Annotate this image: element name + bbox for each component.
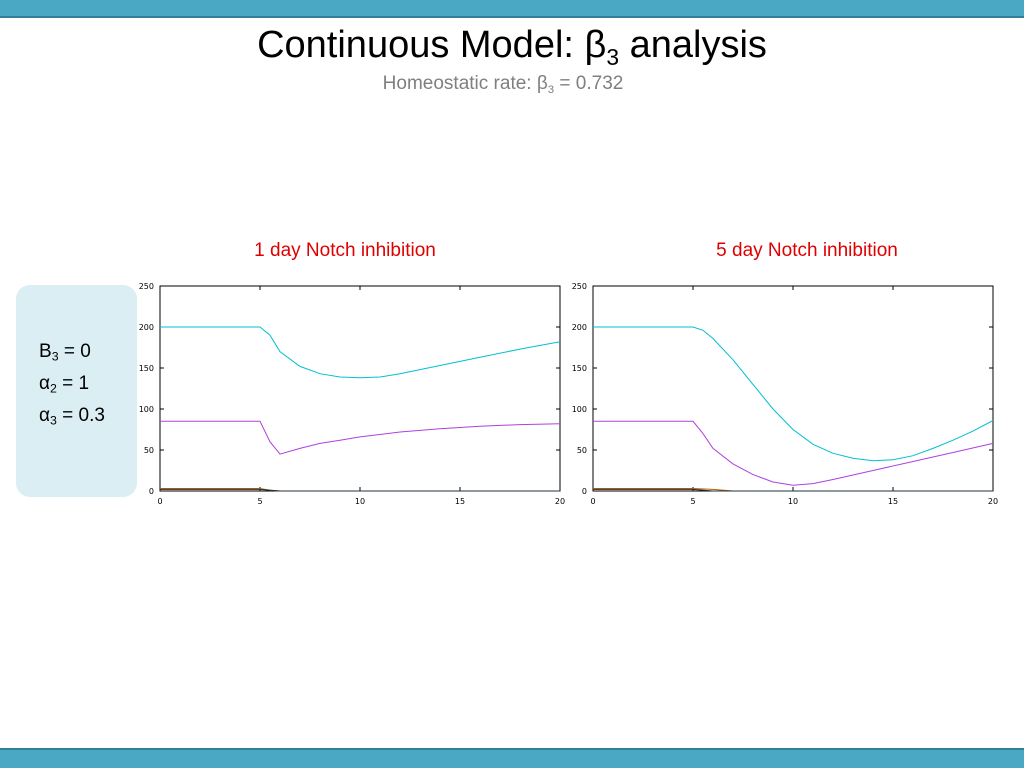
series-line-3 xyxy=(160,488,560,492)
y-tick-label: 50 xyxy=(144,446,154,455)
x-tick-label: 10 xyxy=(788,497,798,506)
x-tick-label: 0 xyxy=(590,497,595,506)
y-tick-label: 200 xyxy=(139,323,154,332)
slide-subtitle: Homeostatic rate: β3 = 0.732 xyxy=(382,73,624,96)
y-tick-label: 0 xyxy=(582,487,587,496)
series-line-1 xyxy=(593,420,994,486)
x-tick-label: 15 xyxy=(888,497,898,506)
y-tick-label: 50 xyxy=(577,446,587,455)
y-tick-label: 150 xyxy=(572,364,587,373)
x-tick-label: 20 xyxy=(555,497,565,506)
chart-1-title: 1 day Notch inhibition xyxy=(254,240,436,261)
param-alpha3: α3 = 0.3 xyxy=(39,405,105,428)
y-tick-label: 200 xyxy=(572,323,587,332)
x-tick-label: 20 xyxy=(988,497,998,506)
x-tick-label: 5 xyxy=(257,497,262,506)
y-tick-label: 150 xyxy=(139,364,154,373)
series-line-0 xyxy=(593,326,994,462)
x-tick-label: 10 xyxy=(355,497,365,506)
chart-2-title: 5 day Notch inhibition xyxy=(716,240,898,261)
top-accent-bar xyxy=(0,0,1024,18)
series-line-3 xyxy=(593,488,993,492)
series-line-0 xyxy=(160,326,561,379)
bottom-accent-bar xyxy=(0,748,1024,768)
param-alpha2: α2 = 1 xyxy=(39,373,90,396)
x-tick-label: 15 xyxy=(455,497,465,506)
y-tick-label: 250 xyxy=(139,282,154,291)
y-tick-label: 100 xyxy=(572,405,587,414)
y-tick-label: 250 xyxy=(572,282,587,291)
y-tick-label: 100 xyxy=(139,405,154,414)
x-tick-label: 5 xyxy=(690,497,695,506)
plot-frame xyxy=(159,285,561,492)
y-tick-label: 0 xyxy=(149,487,154,496)
series-line-1 xyxy=(160,420,561,455)
plot-frame xyxy=(592,285,994,492)
slide-title: Continuous Model: β3 analysis xyxy=(257,24,767,70)
parameters-box: B3 = 0 α2 = 1 α3 = 0.3 xyxy=(16,285,137,497)
x-tick-label: 0 xyxy=(157,497,162,506)
param-b3: B3 = 0 xyxy=(39,341,91,364)
